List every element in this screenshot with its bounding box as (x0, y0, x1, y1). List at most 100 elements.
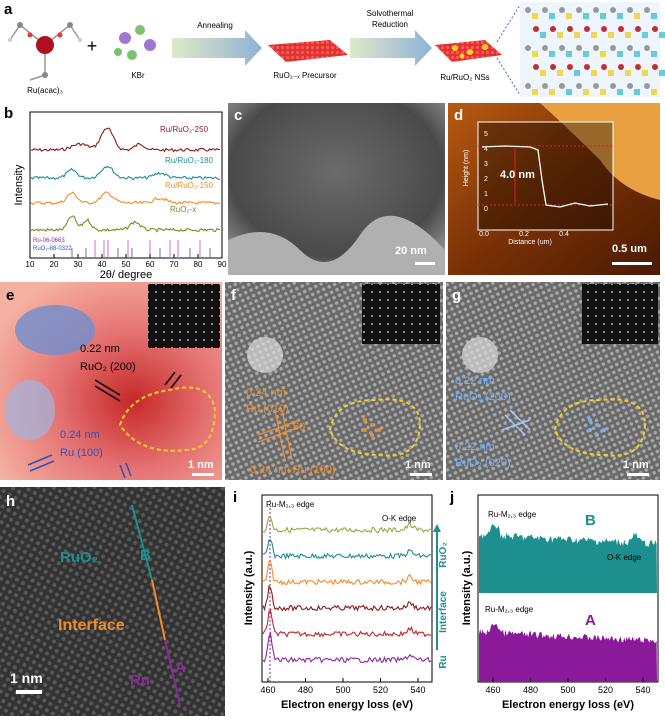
spectrum (262, 631, 432, 664)
charge-density (617, 89, 623, 95)
xrd-curve (30, 215, 220, 233)
charge-density (540, 32, 546, 38)
panel-c: c 20 nm (228, 103, 445, 275)
x-label: Electron energy loss (eV) (281, 699, 413, 711)
spectrum (262, 608, 432, 638)
panel-f: f 0.24 nm Ru (010) 60 0.24 nm Ru (100) 1… (225, 282, 443, 480)
region-outline (118, 386, 217, 452)
charge-density (642, 70, 648, 76)
charge-density (651, 89, 657, 95)
atom (567, 64, 573, 70)
atom (627, 7, 633, 13)
clusters (452, 44, 488, 59)
plane: Ru (100) (60, 447, 103, 459)
region-label: Ru (130, 672, 150, 689)
atom (559, 45, 565, 51)
atom (593, 45, 599, 51)
atoms (363, 418, 381, 437)
x-tick-label: 460 (260, 685, 275, 695)
region-label: Interface (58, 617, 125, 634)
atom (525, 7, 531, 13)
scale-label: 1 nm (405, 459, 431, 471)
spacing: 0.22 nm (455, 375, 495, 387)
scale-bar (415, 262, 435, 265)
panel-a: a Ru(acac)₃ + KBr Annealing RuO₂₋ₓ Precu… (4, 1, 665, 97)
panel-label: a (4, 1, 13, 18)
atom (576, 7, 582, 13)
x-tick-label: 0.2 (519, 231, 529, 238)
panel-label: h (6, 493, 15, 510)
charge-density (574, 32, 580, 38)
x-tick-label: 500 (560, 685, 575, 695)
atom (542, 45, 548, 51)
label: Ru(acac)₃ (27, 86, 63, 95)
atom (593, 7, 599, 13)
x-label: Electron energy loss (eV) (502, 699, 634, 711)
shade (0, 487, 225, 716)
zoom-line (496, 4, 521, 43)
charge-density (600, 13, 606, 19)
xrd-curve (30, 127, 221, 153)
charge-density (532, 51, 538, 57)
arrow (172, 30, 262, 66)
atom (635, 26, 641, 32)
spectrum (262, 516, 432, 534)
charge-density (651, 51, 657, 57)
y-label: Height (nm) (463, 150, 470, 187)
region-outline (328, 398, 422, 457)
atom (542, 7, 548, 13)
atom (635, 64, 641, 70)
region (15, 305, 95, 355)
edge-label: O-K edge (607, 553, 642, 562)
panel-g: g 0.22 nm RuO₂ (200) 0.22 nm RuO₂ (020) … (446, 282, 660, 480)
edge-label: O-K edge (382, 514, 417, 523)
charge-density (634, 89, 640, 95)
x-tick-label: 0.0 (479, 231, 489, 238)
region-mark: B (585, 512, 596, 529)
charge-density (549, 13, 555, 19)
y-tick-label: 0 (484, 206, 488, 213)
plane: 0.24 nm Ru (100) (250, 464, 336, 476)
x-tick-label: 520 (598, 685, 613, 695)
atom (542, 83, 548, 89)
fringes (501, 409, 531, 436)
region-outline (553, 398, 647, 457)
charge-density (608, 70, 614, 76)
charge-density (566, 13, 572, 19)
x-tick-label: 540 (635, 685, 650, 695)
charge-density (625, 70, 631, 76)
y-tick-label: 1 (484, 191, 488, 198)
charge-density (625, 32, 631, 38)
label: Ru/RuO₂ NSs (440, 73, 489, 82)
y-label: Intensity (13, 164, 25, 205)
panel-e: e 0.22 nm RuO₂ (200) 0.24 nm Ru (100) 1 … (0, 282, 222, 480)
spacing: 0.24 nm (246, 387, 286, 399)
scale-label: 0.5 um (612, 243, 647, 255)
atom (533, 64, 539, 70)
scan-line (131, 504, 153, 581)
fft-inset (362, 284, 440, 344)
edge-label: Ru-M₂,₃ edge (266, 500, 315, 509)
charge-density (634, 51, 640, 57)
charge-density (642, 32, 648, 38)
panel-d: d Height (nm) Distance (um) 0 1 2 3 4 5 0.0 0.2… (448, 103, 660, 275)
curve-label: RuO₂-x (170, 205, 196, 214)
spectrum (262, 560, 432, 586)
curve-label: Ru/RuO₂-150 (165, 181, 214, 190)
y-tick-label: 5 (484, 131, 488, 138)
x-tick-label: 480 (298, 685, 313, 695)
atom (525, 83, 531, 89)
spectrum (262, 539, 431, 561)
x-tick-label: 30 (74, 260, 83, 269)
y-label: Intensity (a.u.) (243, 550, 255, 625)
side-label: Ru (438, 655, 449, 668)
atom (559, 83, 565, 89)
panel-label: d (454, 107, 463, 124)
spectrum-b (479, 524, 657, 593)
x-label: Distance (um) (508, 239, 552, 246)
charge-density (583, 51, 589, 57)
plane: RuO₂ (200) (455, 391, 511, 403)
atom (627, 45, 633, 51)
label: Annealing (197, 21, 233, 30)
atom (627, 83, 633, 89)
